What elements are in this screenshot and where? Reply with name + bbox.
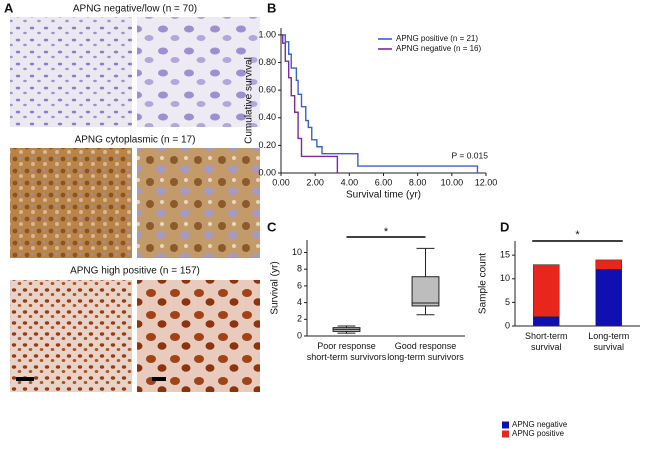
image-title: APNG negative/low (n = 70) <box>73 4 197 15</box>
panel-label: B <box>267 0 276 15</box>
bar-segment <box>533 264 560 317</box>
y-axis-title: Sample count <box>478 253 489 314</box>
x-tick-label: Poor response short-term survivors <box>307 341 387 362</box>
y-tick-label: 10 <box>292 247 302 257</box>
legend-swatch <box>502 430 509 438</box>
bar-segment <box>533 316 560 327</box>
y-tick-label: 2 <box>297 314 302 324</box>
y-tick-label: 8 <box>297 264 302 274</box>
box <box>411 276 440 307</box>
panel-a-images <box>10 17 260 392</box>
y-tick-label: 5 <box>505 297 510 307</box>
micrograph <box>10 17 132 127</box>
x-tick-label: 8.00 <box>409 177 427 187</box>
x-tick-label: 12.00 <box>475 177 498 187</box>
x-tick-label: 6.00 <box>375 177 393 187</box>
y-tick-label: 0.80 <box>258 57 276 67</box>
micrograph <box>137 17 260 127</box>
y-tick-label: 0 <box>297 330 302 340</box>
legend-label: APNG positive <box>512 429 565 438</box>
annotation: P = 0.015 <box>452 150 489 160</box>
y-tick-label: 0.60 <box>258 85 276 95</box>
x-tick-label: Good response long-term survivors <box>387 341 464 362</box>
y-tick-label: 0.00 <box>258 167 276 177</box>
legend-swatch <box>502 421 509 429</box>
x-tick-label: 0.00 <box>272 177 290 187</box>
image-title: APNG high positive (n = 157) <box>70 266 200 277</box>
x-tick-label: 4.00 <box>341 177 359 187</box>
legend-label: APNG negative (n = 16) <box>396 44 481 53</box>
scale-bar <box>16 377 34 381</box>
image-title: APNG cytoplasmic (n = 17) <box>75 135 196 146</box>
micrograph <box>137 280 260 392</box>
survival-curve <box>281 34 339 173</box>
significance: * <box>575 229 580 241</box>
x-axis-title: Survival time (yr) <box>346 190 421 201</box>
significance: * <box>384 226 389 238</box>
survival-curve <box>281 34 479 173</box>
y-axis-title: Cumulative survival <box>244 57 255 144</box>
scale-bar <box>152 377 166 381</box>
micrograph <box>10 148 132 258</box>
panel-label: A <box>4 0 14 15</box>
y-tick-label: 15 <box>500 250 510 260</box>
y-tick-label: 1.00 <box>258 29 276 39</box>
legend-label: APNG negative <box>512 420 568 429</box>
x-tick-label: 10.00 <box>441 177 464 187</box>
panel-label: D <box>500 219 509 234</box>
y-tick-label: 0 <box>505 320 510 330</box>
y-tick-label: 0.40 <box>258 112 276 122</box>
legend-label: APNG positive (n = 21) <box>396 34 478 43</box>
y-tick-label: 10 <box>500 273 510 283</box>
y-tick-label: 4 <box>297 297 302 307</box>
bar-segment <box>595 259 622 270</box>
micrograph <box>137 148 260 258</box>
y-tick-label: 6 <box>297 280 302 290</box>
x-tick-label: Long-term survival <box>588 331 629 352</box>
micrograph <box>10 280 132 392</box>
x-tick-label: 2.00 <box>306 177 324 187</box>
bar-segment <box>595 269 622 327</box>
y-axis-title: Survival (yr) <box>270 261 281 314</box>
panel-label: C <box>267 219 277 234</box>
y-tick-label: 0.20 <box>258 140 276 150</box>
x-tick-label: Short-term survival <box>525 331 568 352</box>
